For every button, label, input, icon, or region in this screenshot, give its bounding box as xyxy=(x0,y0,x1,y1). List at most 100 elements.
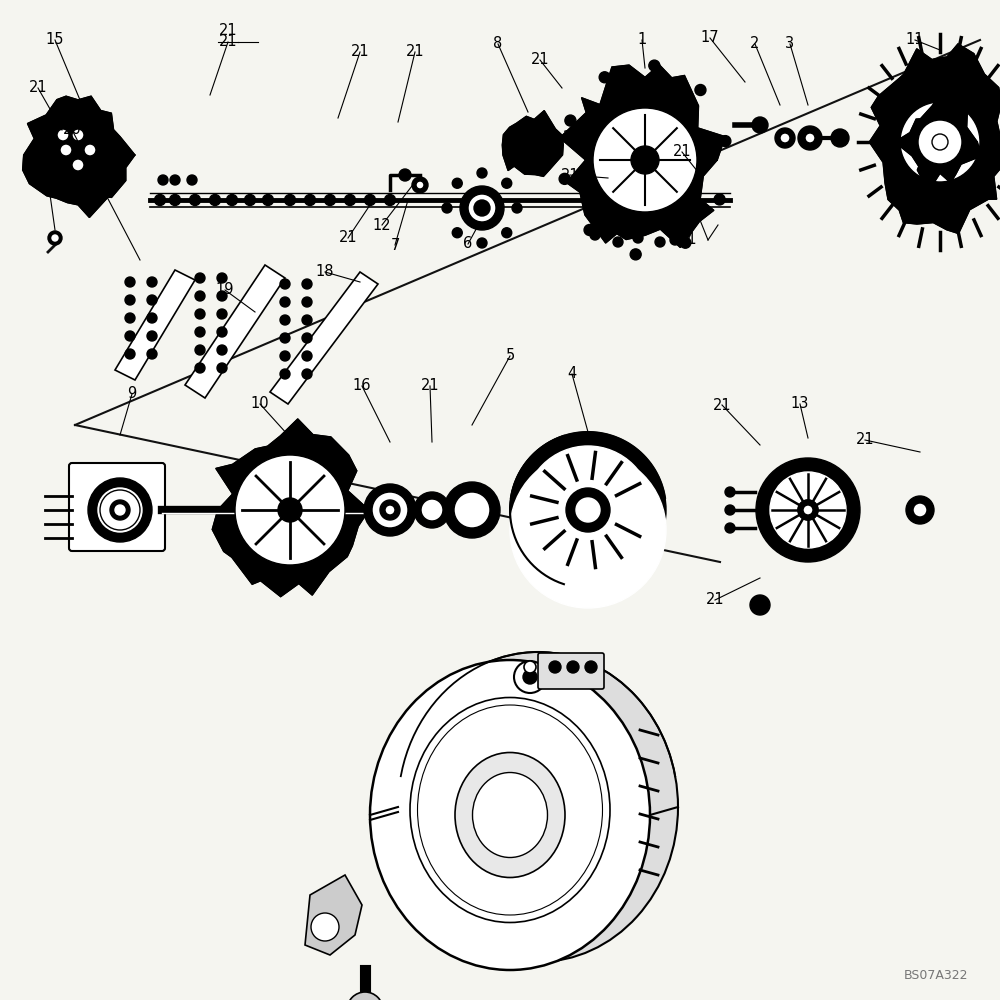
Text: 10: 10 xyxy=(251,396,269,412)
Circle shape xyxy=(756,458,860,562)
Circle shape xyxy=(125,295,135,305)
Circle shape xyxy=(302,351,312,361)
Text: 17: 17 xyxy=(701,30,719,45)
Circle shape xyxy=(280,369,290,379)
Circle shape xyxy=(900,102,980,182)
Circle shape xyxy=(932,134,948,150)
Text: 21: 21 xyxy=(29,81,47,96)
Circle shape xyxy=(655,237,665,247)
Circle shape xyxy=(477,168,487,178)
Text: BS07A322: BS07A322 xyxy=(904,969,968,982)
Circle shape xyxy=(262,194,274,206)
Ellipse shape xyxy=(398,652,678,962)
Circle shape xyxy=(752,117,768,133)
Circle shape xyxy=(633,233,643,243)
Polygon shape xyxy=(502,111,563,176)
Circle shape xyxy=(412,177,428,193)
Circle shape xyxy=(217,273,227,283)
Circle shape xyxy=(195,363,205,373)
Circle shape xyxy=(210,194,220,206)
Circle shape xyxy=(158,175,168,185)
FancyBboxPatch shape xyxy=(538,653,604,689)
Circle shape xyxy=(780,133,790,143)
Circle shape xyxy=(344,194,356,206)
Circle shape xyxy=(187,175,197,185)
Circle shape xyxy=(599,72,610,83)
Circle shape xyxy=(48,231,62,245)
Circle shape xyxy=(750,595,770,615)
Text: 22: 22 xyxy=(33,130,51,145)
Circle shape xyxy=(477,238,487,248)
Circle shape xyxy=(115,505,125,515)
Text: 18: 18 xyxy=(316,264,334,279)
Text: 16: 16 xyxy=(353,378,371,393)
Circle shape xyxy=(725,487,735,497)
Circle shape xyxy=(798,500,818,520)
Text: 21: 21 xyxy=(673,144,691,159)
Text: 21: 21 xyxy=(339,231,357,245)
Circle shape xyxy=(304,194,316,206)
Circle shape xyxy=(725,523,735,533)
Circle shape xyxy=(514,661,546,693)
Circle shape xyxy=(226,194,238,206)
Circle shape xyxy=(454,492,490,528)
Text: 12: 12 xyxy=(373,218,391,232)
Circle shape xyxy=(524,661,536,673)
Circle shape xyxy=(125,313,135,323)
Circle shape xyxy=(324,194,336,206)
Circle shape xyxy=(567,661,579,673)
Text: 9: 9 xyxy=(127,386,137,401)
Circle shape xyxy=(280,315,290,325)
Circle shape xyxy=(831,129,849,147)
Text: 4: 4 xyxy=(567,366,577,381)
Circle shape xyxy=(468,194,496,222)
Circle shape xyxy=(631,146,659,174)
Text: 1: 1 xyxy=(637,32,647,47)
Circle shape xyxy=(125,277,135,287)
Circle shape xyxy=(84,144,96,156)
Circle shape xyxy=(630,249,641,260)
Circle shape xyxy=(649,60,660,71)
Circle shape xyxy=(512,203,522,213)
Circle shape xyxy=(372,492,408,528)
Polygon shape xyxy=(895,94,981,191)
Circle shape xyxy=(510,452,666,608)
Circle shape xyxy=(92,482,148,538)
Circle shape xyxy=(72,159,84,171)
Circle shape xyxy=(364,194,376,206)
Circle shape xyxy=(147,349,157,359)
Circle shape xyxy=(190,194,200,206)
Circle shape xyxy=(385,505,395,515)
Circle shape xyxy=(502,178,512,188)
Text: 7: 7 xyxy=(390,237,400,252)
Circle shape xyxy=(590,230,600,240)
Circle shape xyxy=(147,277,157,287)
Circle shape xyxy=(585,661,597,673)
Text: 21: 21 xyxy=(351,44,369,60)
Circle shape xyxy=(217,327,227,337)
Circle shape xyxy=(523,670,537,684)
Circle shape xyxy=(922,124,958,160)
Circle shape xyxy=(170,175,180,185)
Circle shape xyxy=(549,661,561,673)
Polygon shape xyxy=(869,44,1000,234)
Circle shape xyxy=(502,228,512,238)
Polygon shape xyxy=(270,272,378,404)
Circle shape xyxy=(399,169,411,181)
Circle shape xyxy=(72,129,84,141)
Ellipse shape xyxy=(455,752,565,878)
Circle shape xyxy=(278,498,302,522)
Text: 2: 2 xyxy=(750,36,760,51)
Circle shape xyxy=(695,85,706,96)
Ellipse shape xyxy=(370,660,650,970)
Circle shape xyxy=(913,503,927,517)
Circle shape xyxy=(380,500,400,520)
Circle shape xyxy=(798,500,818,520)
Circle shape xyxy=(195,327,205,337)
Circle shape xyxy=(302,315,312,325)
Circle shape xyxy=(302,297,312,307)
Circle shape xyxy=(452,228,462,238)
Circle shape xyxy=(302,279,312,289)
Circle shape xyxy=(720,136,731,147)
Circle shape xyxy=(98,488,142,532)
